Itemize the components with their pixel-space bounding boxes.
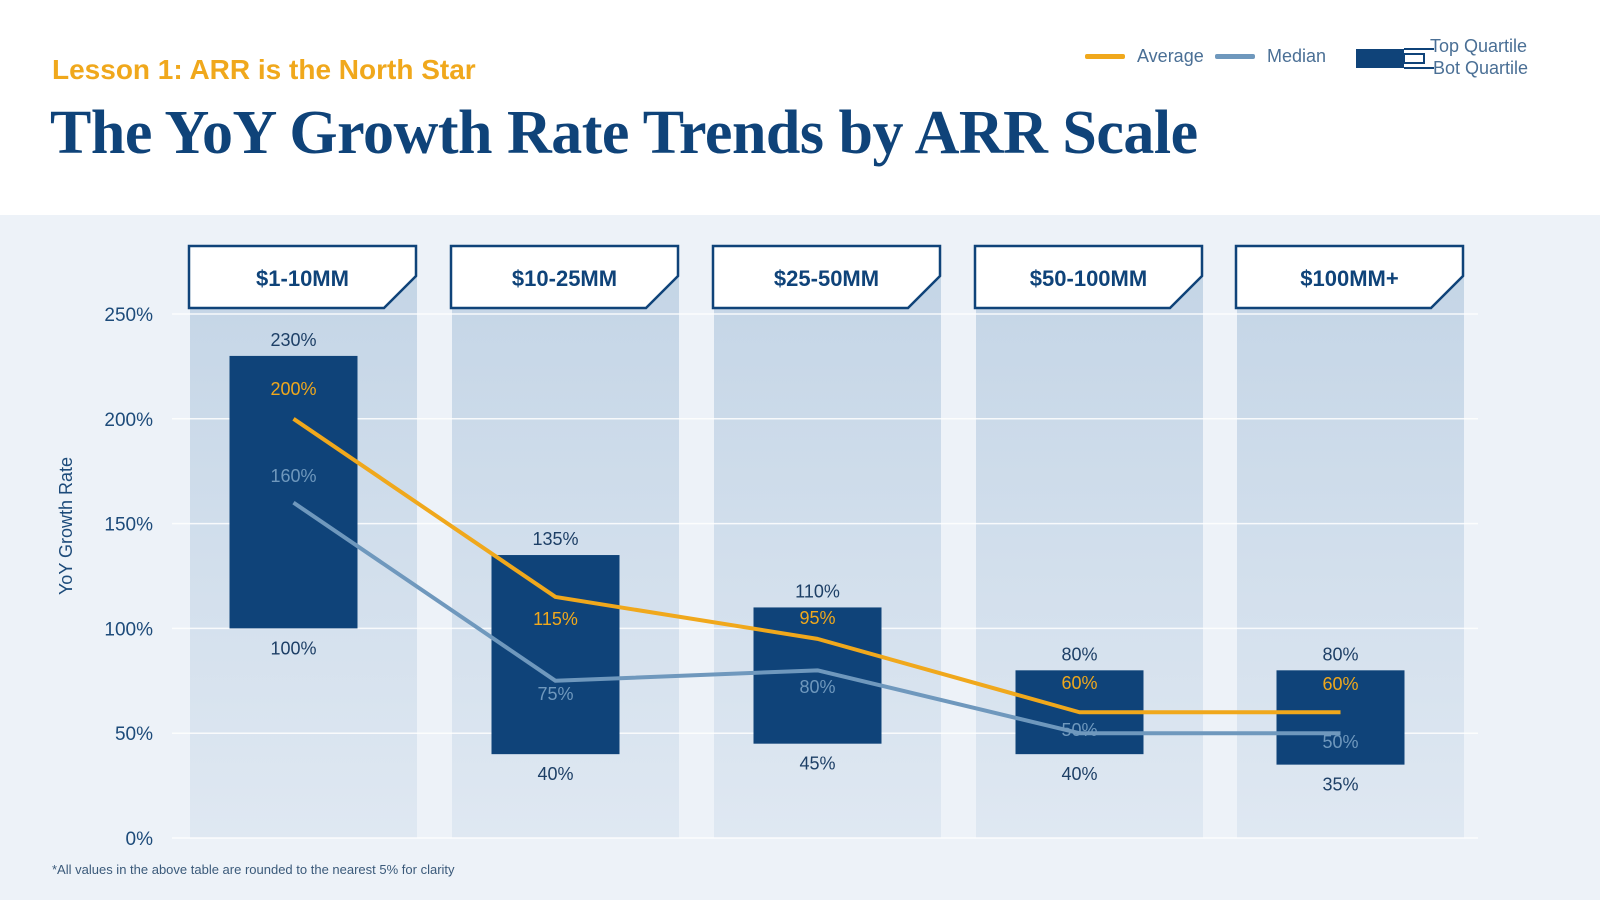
top-quartile-label: 110% bbox=[795, 581, 840, 601]
average-value-label: 60% bbox=[1061, 673, 1097, 693]
category-label: $100MM+ bbox=[1300, 266, 1398, 291]
bot-quartile-label: 35% bbox=[1322, 775, 1358, 795]
top-quartile-label: 230% bbox=[270, 330, 316, 350]
category-label: $10-25MM bbox=[512, 266, 617, 291]
average-value-label: 60% bbox=[1322, 674, 1358, 694]
median-value-label: 50% bbox=[1322, 732, 1358, 752]
legend: Average Median Top Quartile Bot Quartile bbox=[1085, 36, 1585, 96]
category-header-box bbox=[1234, 244, 1465, 310]
lesson-subtitle: Lesson 1: ARR is the North Star bbox=[52, 54, 476, 85]
legend-bot-quartile: Bot Quartile bbox=[1433, 58, 1529, 78]
chart-title: The YoY Growth Rate Trends by ARR Scale bbox=[50, 99, 1198, 167]
y-tick-label: 100% bbox=[104, 619, 153, 640]
top-quartile-label: 80% bbox=[1322, 644, 1358, 664]
average-value-label: 200% bbox=[270, 379, 316, 399]
legend-median: Median bbox=[1215, 46, 1326, 67]
quartile-bar bbox=[491, 555, 620, 755]
y-tick-label: 250% bbox=[104, 305, 153, 326]
y-tick-label: 0% bbox=[126, 829, 154, 850]
category-header-box bbox=[711, 244, 942, 310]
category-label: $25-50MM bbox=[774, 266, 879, 291]
median-value-label: 80% bbox=[799, 677, 835, 697]
average-line bbox=[292, 417, 1341, 715]
category-header-box bbox=[449, 244, 680, 310]
median-value-label: 160% bbox=[270, 466, 316, 486]
category-header-box bbox=[973, 244, 1204, 310]
quartile-bar bbox=[1276, 670, 1405, 765]
quartile-bar bbox=[229, 355, 358, 629]
category-header-box bbox=[187, 244, 418, 310]
legend-top-quartile: Top Quartile bbox=[1430, 36, 1528, 56]
category-label: $1-10MM bbox=[256, 266, 349, 291]
bot-quartile-label: 40% bbox=[537, 764, 573, 784]
y-tick-label: 50% bbox=[115, 724, 153, 745]
average-value-label: 95% bbox=[799, 608, 835, 628]
header: Lesson 1: ARR is the North Star The YoY … bbox=[0, 0, 1600, 215]
bot-quartile-label: 100% bbox=[270, 638, 316, 658]
median-line-icon bbox=[1215, 54, 1255, 59]
quartile-bar-icon bbox=[1356, 48, 1434, 69]
legend-median-label: Median bbox=[1267, 46, 1327, 66]
top-quartile-label: 80% bbox=[1061, 644, 1097, 664]
legend-average: Average bbox=[1085, 46, 1204, 67]
median-value-label: 50% bbox=[1061, 720, 1097, 740]
legend-average-label: Average bbox=[1137, 46, 1204, 66]
top-quartile-label: 135% bbox=[532, 529, 578, 549]
average-line-icon bbox=[1085, 54, 1125, 59]
bot-quartile-label: 45% bbox=[799, 754, 835, 774]
y-tick-label: 200% bbox=[104, 410, 153, 431]
y-tick-label: 150% bbox=[104, 515, 153, 536]
footnote: *All values in the above table are round… bbox=[52, 862, 455, 877]
median-line bbox=[292, 500, 1341, 736]
category-label: $50-100MM bbox=[1030, 266, 1147, 291]
bot-quartile-label: 40% bbox=[1061, 764, 1097, 784]
median-value-label: 75% bbox=[537, 684, 573, 704]
y-axis-label: YoY Growth Rate bbox=[56, 457, 76, 595]
average-value-label: 115% bbox=[533, 609, 578, 629]
